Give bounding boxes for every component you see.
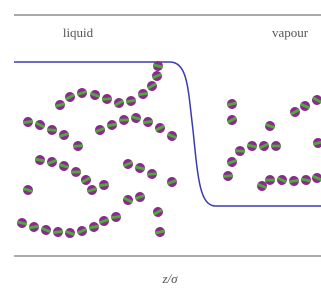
molecule (28, 221, 40, 233)
molecule (265, 175, 275, 185)
vapour-label: vapour (272, 25, 309, 40)
molecule (134, 191, 147, 204)
molecule (145, 79, 159, 93)
molecule (223, 171, 234, 182)
molecule (166, 176, 179, 189)
molecule (271, 141, 281, 151)
molecule (125, 95, 137, 107)
figure: liquid vapour z/σ (0, 0, 321, 295)
molecule (98, 215, 111, 228)
molecule (16, 217, 28, 229)
molecule (52, 226, 63, 237)
molecule (86, 184, 98, 196)
molecule (154, 226, 166, 238)
molecule (106, 119, 118, 131)
molecule (22, 116, 33, 127)
molecule (300, 174, 312, 186)
molecule (79, 173, 93, 187)
molecule (153, 121, 166, 134)
page: {"labels": {"liquid": "liquid", "vapour"… (0, 0, 321, 295)
molecule (257, 139, 270, 152)
molecule (102, 94, 113, 105)
molecule (147, 169, 158, 180)
molecule (235, 146, 246, 157)
molecule (88, 221, 100, 233)
molecule (58, 129, 70, 141)
molecule (288, 175, 299, 186)
molecule (34, 154, 46, 166)
molecule (119, 115, 129, 125)
molecule (264, 120, 277, 133)
molecule (310, 171, 321, 184)
molecule (225, 113, 238, 126)
molecule (150, 69, 163, 82)
molecule (121, 193, 134, 206)
molecule (226, 156, 239, 169)
molecule (33, 118, 46, 131)
molecule (130, 112, 142, 124)
molecule (246, 140, 258, 152)
molecule (288, 105, 302, 119)
liquid-label: liquid (63, 25, 94, 40)
molecule (64, 227, 77, 240)
molecule (39, 223, 52, 236)
molecule (58, 160, 70, 172)
molecule (112, 96, 126, 110)
molecule (46, 156, 59, 169)
molecule (94, 124, 107, 137)
molecule (312, 137, 321, 149)
molecule (73, 141, 84, 152)
molecule (310, 93, 321, 107)
axis-label: z/σ (161, 271, 178, 286)
molecule (76, 87, 88, 99)
molecule (275, 173, 288, 186)
molecule (134, 162, 146, 174)
molecule (54, 99, 66, 111)
molecule (110, 211, 121, 222)
molecule (89, 89, 102, 102)
molecule (142, 116, 153, 127)
molecule (47, 125, 58, 136)
molecules (16, 60, 321, 239)
molecule (22, 184, 34, 196)
molecule (98, 179, 109, 190)
molecule (298, 99, 311, 112)
molecule (63, 90, 77, 104)
molecule (71, 167, 81, 177)
molecule (165, 129, 178, 142)
molecule (137, 88, 148, 99)
molecule (75, 224, 88, 237)
molecule (151, 205, 165, 219)
molecule (226, 98, 238, 110)
molecule (121, 157, 134, 170)
